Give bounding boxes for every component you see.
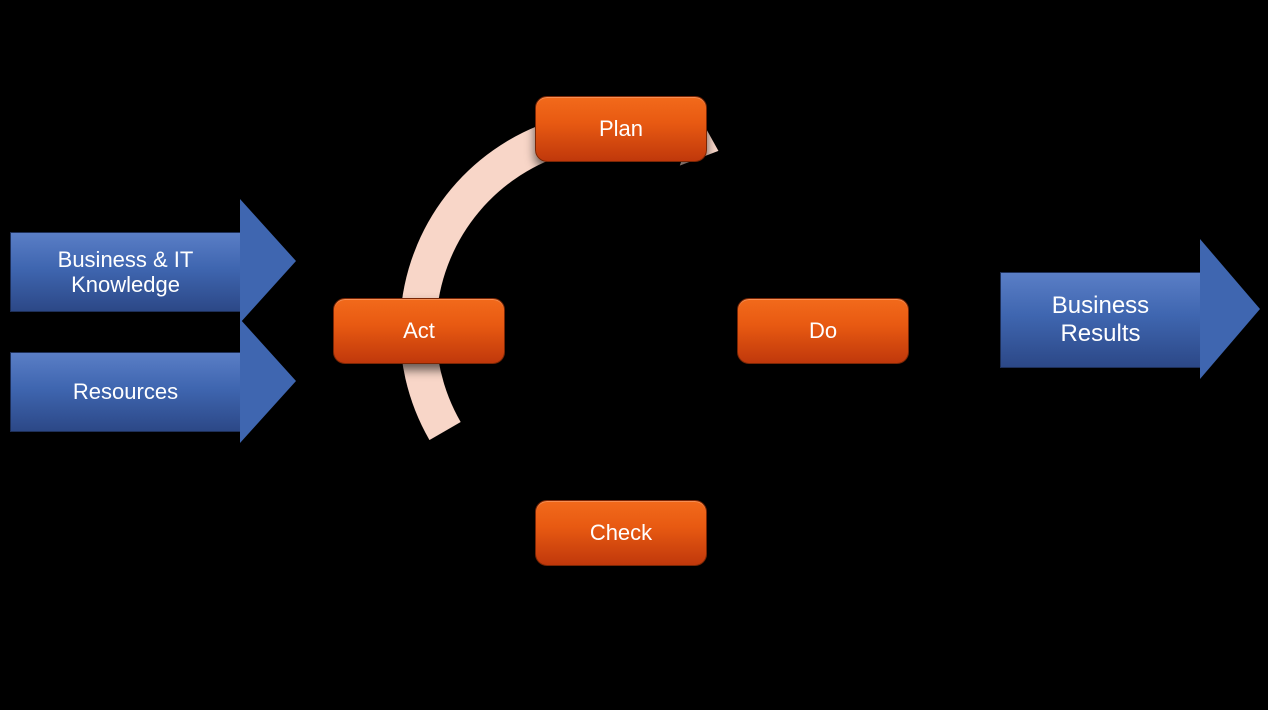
input-arrow-label: Business & ITKnowledge [10,232,240,312]
input-arrow-resources: Resources [10,330,296,454]
cycle-box-label: Do [809,318,837,344]
arrow-head-icon [240,199,296,323]
cycle-box-label: Act [403,318,435,344]
arrow-text: Resources [73,379,178,404]
arrow-text: BusinessResults [1052,292,1149,347]
input-arrow-label: Resources [10,352,240,432]
cycle-box-label: Check [590,520,652,546]
arrow-head-icon [1200,239,1260,379]
output-arrow-business-results: BusinessResults [1000,250,1260,390]
input-arrow-business-it-knowledge: Business & ITKnowledge [10,210,296,334]
cycle-box-act: Act [333,298,505,364]
diagram-stage: Business & ITKnowledge Resources Plan Do… [0,0,1268,710]
arrow-head-icon [240,319,296,443]
cycle-box-label: Plan [599,116,643,142]
cycle-box-do: Do [737,298,909,364]
cycle-box-plan: Plan [535,96,707,162]
output-arrow-label: BusinessResults [1000,272,1200,368]
arrow-text: Business & ITKnowledge [58,247,194,298]
cycle-box-check: Check [535,500,707,566]
